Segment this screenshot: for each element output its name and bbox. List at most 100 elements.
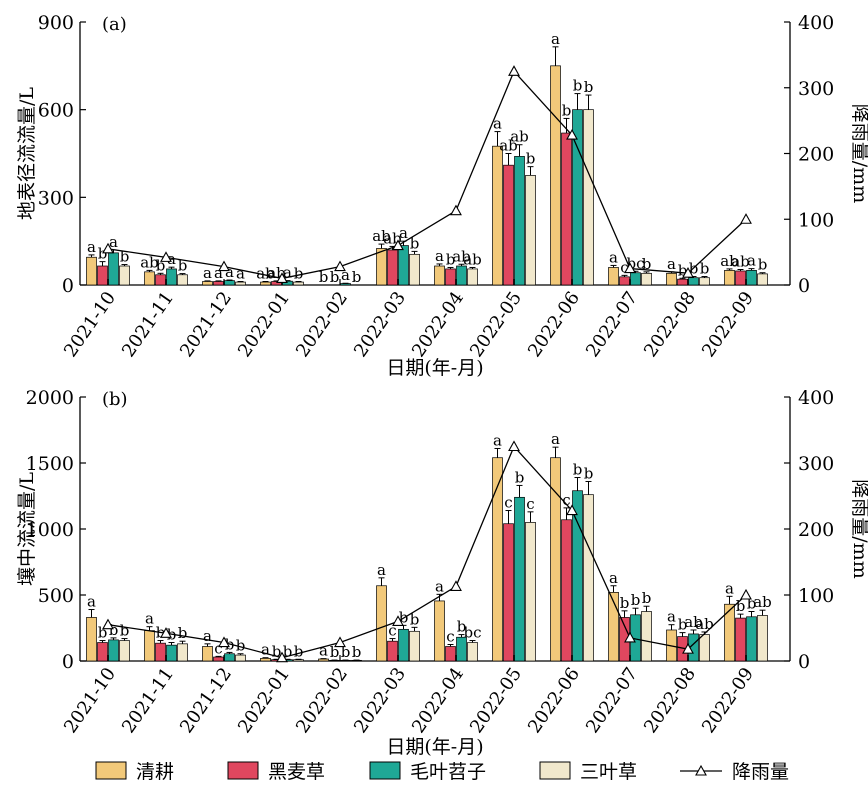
bar	[724, 270, 735, 286]
panel-label: (a)	[102, 14, 127, 35]
bar	[398, 628, 409, 662]
rainfall-marker	[160, 251, 172, 262]
bar	[166, 268, 177, 286]
rainfall-marker	[624, 631, 636, 643]
panel-label: (b)	[102, 389, 128, 410]
bar	[177, 274, 188, 286]
bar	[155, 642, 166, 662]
legend: 清耕 黑麦草 毛叶苕子 三叶草 降雨量	[95, 761, 789, 783]
rainfall-marker	[276, 651, 288, 663]
rainfall-marker	[102, 242, 114, 254]
legend-line-marker	[695, 764, 707, 776]
x-tick-label: 2022-01	[234, 664, 294, 737]
bar	[434, 600, 445, 662]
significance-letter: ab	[372, 227, 391, 245]
rainfall-marker	[566, 504, 578, 516]
bar	[583, 494, 594, 662]
bar	[224, 653, 235, 662]
bar	[503, 164, 514, 286]
significance-letter: b	[410, 610, 420, 628]
significance-letter: a	[551, 30, 560, 48]
significance-letter: b	[319, 268, 329, 286]
x-axis-title: 日期(年-月)	[386, 357, 483, 379]
significance-letter: a	[87, 238, 96, 256]
significance-letter: b	[678, 261, 688, 279]
significance-letter: a	[747, 252, 756, 270]
significance-letter: a	[725, 579, 734, 597]
x-tick-label: 2022-08	[640, 288, 700, 361]
rainfall-marker	[682, 642, 694, 654]
rainfall-marker	[102, 618, 114, 630]
significance-letter: b	[446, 250, 456, 268]
bar	[224, 280, 235, 286]
significance-letter: c	[214, 639, 222, 657]
significance-letter: a	[225, 263, 234, 281]
left-y-tick-label: 900	[38, 12, 74, 34]
bar	[514, 156, 525, 286]
bar	[630, 272, 641, 286]
bar	[757, 615, 768, 662]
bar	[666, 272, 677, 286]
y2-axis-title: 降雨量/mm	[849, 104, 868, 203]
x-tick-label: 2022-03	[350, 664, 410, 737]
significance-letter: b	[178, 257, 188, 275]
legend-label: 毛叶苕子	[410, 761, 486, 783]
rainfall-marker	[740, 588, 752, 600]
significance-letter: ab	[695, 615, 714, 633]
rainfall-line	[107, 445, 747, 659]
significance-letter: b	[526, 150, 536, 168]
significance-letter: a	[214, 264, 223, 282]
significance-letter: b	[341, 643, 351, 661]
bar	[561, 519, 572, 662]
bar	[561, 132, 572, 286]
significance-letter: c	[446, 628, 454, 646]
left-y-tick-label: 1500	[26, 453, 74, 475]
left-y-tick-label: 500	[38, 585, 74, 607]
rainfall-marker	[392, 615, 404, 626]
significance-letter: a	[145, 610, 154, 628]
panel-b-interflow: 0 500 1000 1500 2000 0 100 200 300 400 (b) 壤中流流量/L 降…	[16, 387, 868, 758]
right-y-tick-label: 200	[798, 144, 834, 166]
rainfall-marker	[740, 213, 752, 224]
bar	[746, 270, 757, 286]
significance-letter: a	[87, 593, 96, 611]
x-tick-label: 2022-08	[640, 664, 700, 737]
significance-letter: b	[330, 268, 340, 286]
significance-letter: a	[109, 233, 118, 251]
significance-letter: b	[109, 621, 119, 639]
bar	[467, 642, 478, 662]
bar	[260, 658, 271, 662]
rainfall-marker	[566, 128, 578, 140]
significance-letter: c	[562, 491, 570, 509]
bar	[409, 253, 420, 286]
significance-letter: b	[457, 618, 467, 636]
legend-label: 黑麦草	[268, 761, 325, 783]
bar	[202, 281, 213, 286]
y-axis-title: 地表径流流量/L	[16, 87, 38, 220]
significance-letter: ab	[452, 247, 471, 265]
bar	[387, 640, 398, 662]
significance-letter: a	[609, 569, 618, 587]
significance-letter: a	[341, 266, 350, 284]
bar	[757, 273, 768, 286]
x-tick-label: 2021-10	[60, 288, 120, 361]
bar	[376, 585, 387, 662]
bar	[735, 617, 746, 662]
bar	[293, 281, 304, 286]
bar	[260, 281, 271, 286]
significance-letter: b	[352, 643, 362, 661]
significance-letter: a	[167, 250, 176, 268]
significance-letter: c	[388, 622, 396, 640]
right-y-tick-label: 400	[798, 387, 834, 409]
significance-letter: a	[435, 247, 444, 265]
significance-letter: ab	[684, 613, 703, 631]
bar	[699, 277, 710, 286]
significance-letter: a	[203, 627, 212, 645]
rainfall-marker	[450, 580, 462, 591]
bar	[619, 276, 630, 286]
significance-letter: a	[493, 115, 502, 133]
right-y-tick-label: 300	[798, 78, 834, 100]
bar	[119, 265, 130, 286]
bar	[583, 109, 594, 286]
bar	[376, 248, 387, 286]
